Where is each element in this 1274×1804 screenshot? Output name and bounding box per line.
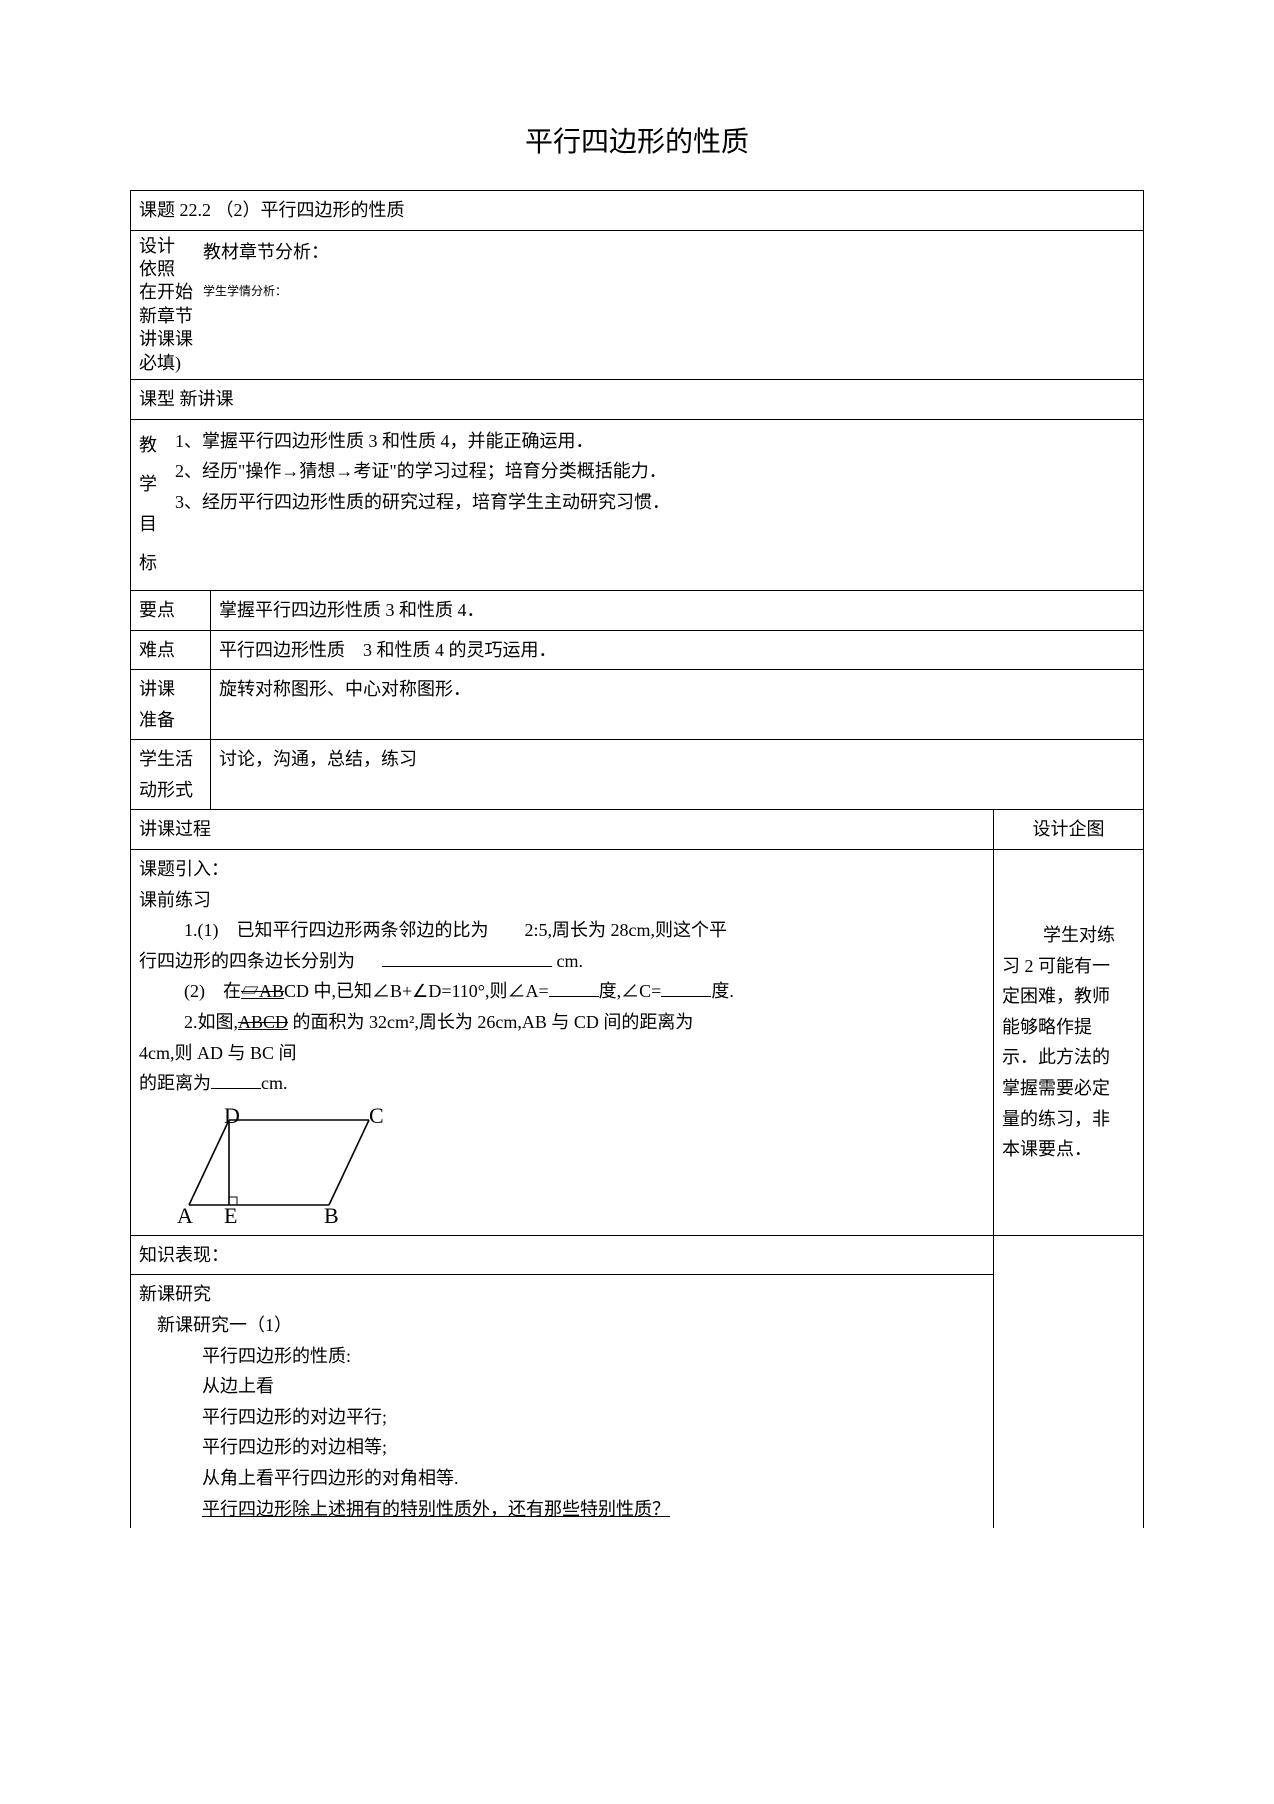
prep-value: 旋转对称图形、中心对称图形． [211,670,1144,740]
svg-text:C: C [369,1105,384,1128]
topic-value: 22.2 （2）平行四边形的性质 [180,200,405,220]
research-heading: 新课研究 [139,1279,985,1310]
page-title: 平行四边形的性质 [130,120,1144,160]
svg-text:B: B [324,1203,339,1225]
row-knowledge: 知识表现： [131,1235,1144,1275]
svg-text:A: A [177,1203,193,1225]
row-research: 新课研究 新课研究一（1） 平行四边形的性质: 从边上看 平行四边形的对边平行;… [131,1275,1144,1528]
type-label: 课型 [139,389,175,409]
parallelogram-diagram: A B C D E [169,1105,399,1225]
diff-value: 平行四边形性质 3 和性质 4 的灵巧运用． [211,630,1144,670]
lesson-plan-table: 课题 22.2 （2）平行四边形的性质 设计 依照 在开始 新章节 讲课课 必填… [130,190,1144,1528]
blank-field [211,1071,261,1089]
row-type: 课型 新讲课 [131,379,1144,419]
intro-heading: 课题引入： [139,854,985,885]
row-topic: 课题 22.2 （2）平行四边形的性质 [131,191,1144,231]
blank-field [661,979,711,997]
key-label: 要点 [131,590,211,630]
blank-field [382,949,552,967]
blank-field [549,979,599,997]
research-sub: 新课研究一（1） [139,1310,985,1341]
svg-text:D: D [224,1105,240,1128]
type-value: 新讲课 [180,389,234,409]
topic-label: 课题 [139,200,175,220]
process-label: 讲课过程 [131,810,994,850]
goal-items: 1、掌握平行四边形性质 3 和性质 4，并能正确运用． 2、经历"操作→猜想→考… [175,426,1135,584]
know-label: 知识表现： [131,1235,994,1275]
intent-label: 设计企图 [993,810,1143,850]
row-difficulty: 难点 平行四边形性质 3 和性质 4 的灵巧运用． [131,630,1144,670]
row-prep: 讲课 准备 旋转对称图形、中心对称图形． [131,670,1144,740]
parallelogram-symbol: ABCD [238,1012,288,1032]
design-line1: 教材章节分析： [203,237,1143,268]
design-line2: 学生学情分析： [203,281,1143,301]
activity-value: 讨论，沟通，总结，练习 [211,740,1144,810]
row-process-header: 讲课过程 设计企图 [131,810,1144,850]
design-label-stack: 设计 依照 在开始 新章节 讲课课 必填) [131,235,203,375]
key-value: 掌握平行四边形性质 3 和性质 4． [211,590,1144,630]
row-design: 设计 依照 在开始 新章节 讲课课 必填) 教材章节分析： 学生学情分析： [131,230,1144,379]
row-intro: 课题引入： 课前练习 1.(1) 已知平行四边形两条邻边的比为 2:5,周长为 … [131,850,1144,1236]
svg-text:E: E [224,1203,237,1225]
intent-text: 学生对练 习 2 可能有一 定困难，教师 能够略作提 示．此方法的 掌握需要必定… [993,850,1143,1236]
row-goals: 教 学 目 标 1、掌握平行四边形性质 3 和性质 4，并能正确运用． 2、经历… [131,419,1144,590]
diff-label: 难点 [131,630,211,670]
intro-sub: 课前练习 [139,885,985,916]
parallelogram-symbol: ▱AB [241,981,284,1001]
row-keypoint: 要点 掌握平行四边形性质 3 和性质 4． [131,590,1144,630]
goal-label: 教 学 目 标 [139,426,175,584]
row-activity: 学生活 动形式 讨论，沟通，总结，练习 [131,740,1144,810]
